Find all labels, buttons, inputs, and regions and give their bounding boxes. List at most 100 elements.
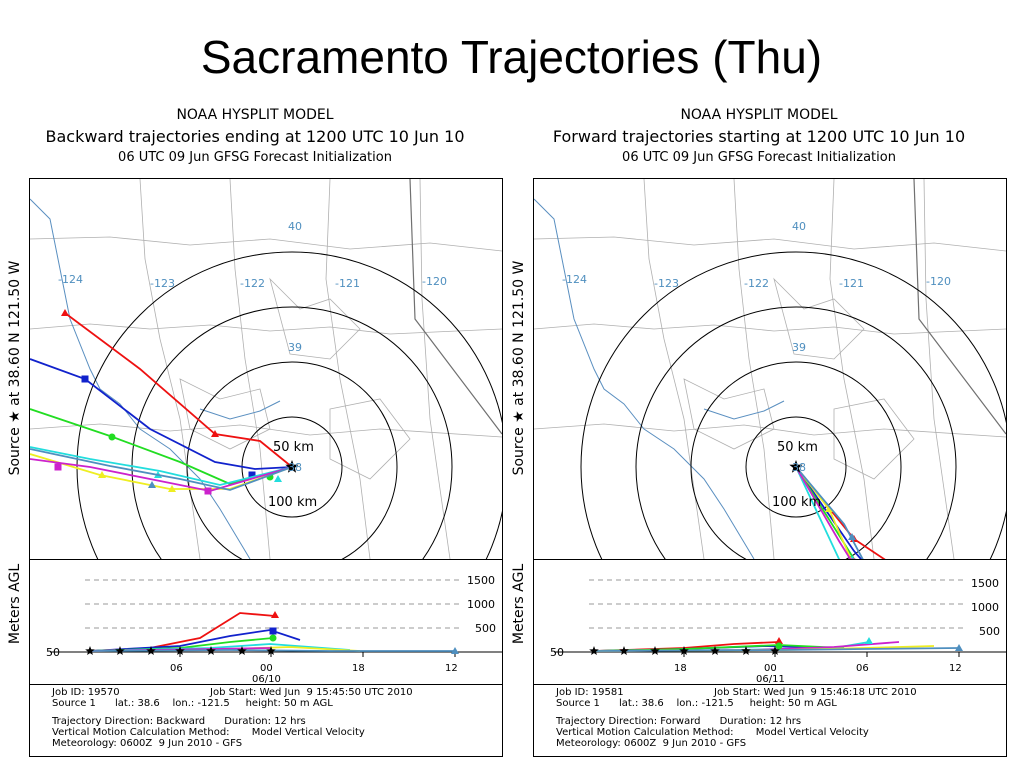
source-star-icon bbox=[770, 646, 780, 655]
trajectory-marker bbox=[148, 481, 156, 488]
initialization-subtitle: 06 UTC 09 Jun GFSG Forecast Initializati… bbox=[622, 150, 896, 165]
trajectory-marker bbox=[274, 475, 282, 482]
trajectory-line bbox=[795, 466, 841, 559]
alt-tick: 500 bbox=[475, 622, 496, 635]
county-line bbox=[534, 423, 1006, 438]
state-line bbox=[913, 179, 1006, 435]
trajectory-line bbox=[795, 466, 863, 559]
county-line bbox=[534, 236, 1006, 252]
altitude-line bbox=[593, 647, 960, 652]
county-line bbox=[534, 323, 1006, 335]
source-star-icon bbox=[789, 460, 803, 473]
job-info: Job ID: 19570 Job Start: Wed Jun 9 15:45… bbox=[29, 684, 503, 757]
date-label: 06/11 bbox=[756, 674, 785, 684]
job-start: Job Start: Wed Jun 9 15:45:50 UTC 2010 bbox=[210, 687, 413, 698]
lon-label: -123 bbox=[654, 277, 679, 290]
trajectory-direction: Trajectory Direction: Forward Duration: … bbox=[556, 716, 802, 727]
altitude-profile: 1500 1000 500 50 06 00 18 12 06/10 bbox=[29, 558, 503, 685]
county-line bbox=[30, 236, 502, 252]
trajectory-map: -124 -123 -122 -121 -120 40 39 38 50 km … bbox=[533, 178, 1007, 560]
distance-ring bbox=[580, 251, 1006, 559]
meteorology: Meteorology: 0600Z 9 Jun 2010 - GFS bbox=[556, 738, 747, 749]
trajectory-line bbox=[30, 448, 293, 491]
date-label: 06/10 bbox=[252, 674, 281, 684]
trajectory-marker bbox=[61, 309, 69, 316]
time-tick: 00 bbox=[260, 663, 273, 674]
ring-label: 50 km bbox=[273, 440, 314, 455]
lon-label: -124 bbox=[562, 273, 587, 286]
lon-label: -120 bbox=[422, 275, 447, 288]
source-label: Source ★ at 38.60 N 121.50 W bbox=[511, 260, 527, 476]
lat-label: 38 bbox=[288, 461, 302, 474]
distance-ring bbox=[76, 251, 502, 559]
trajectory-line bbox=[795, 466, 852, 559]
trajectory-marker bbox=[271, 611, 279, 618]
trajectory-marker bbox=[54, 463, 62, 471]
lat-label: 39 bbox=[288, 341, 302, 354]
alt-tick: 1500 bbox=[467, 574, 495, 587]
job-start: Job Start: Wed Jun 9 15:46:18 UTC 2010 bbox=[714, 687, 917, 698]
alt-tick: 500 bbox=[979, 625, 1000, 638]
county-line bbox=[923, 179, 955, 559]
trajectory-marker bbox=[825, 505, 833, 512]
lon-label: -122 bbox=[744, 277, 769, 290]
map-svg: -124 -123 -122 -121 -120 40 39 38 50 km … bbox=[30, 179, 502, 559]
initialization-subtitle: 06 UTC 09 Jun GFSG Forecast Initializati… bbox=[118, 150, 392, 165]
source-star-icon bbox=[650, 646, 660, 655]
lon-label: -120 bbox=[926, 275, 951, 288]
alt-tick: 1500 bbox=[971, 577, 999, 590]
job-id: Job ID: 19570 bbox=[52, 687, 120, 698]
county-line bbox=[419, 179, 451, 559]
map-svg: -124 -123 -122 -121 -120 40 39 38 50 km … bbox=[534, 179, 1006, 559]
trajectory-marker bbox=[248, 471, 256, 479]
vertical-method: Vertical Motion Calculation Method: Mode… bbox=[556, 727, 869, 738]
source-star-icon bbox=[115, 646, 125, 655]
state-boundaries bbox=[534, 179, 1006, 559]
coastline bbox=[534, 198, 755, 559]
trajectory-line bbox=[795, 466, 856, 559]
lon-label: -121 bbox=[335, 277, 360, 290]
source-star-icon bbox=[285, 460, 299, 473]
altitude-axis-label: Meters AGL bbox=[511, 563, 527, 645]
county-line bbox=[30, 423, 502, 438]
coastline bbox=[30, 198, 251, 559]
trajectory-marker bbox=[848, 558, 856, 559]
forward-trajectory-panel: NOAA HYSPLIT MODEL Forward trajectories … bbox=[510, 104, 1008, 758]
county-line bbox=[325, 179, 371, 559]
lon-label: -121 bbox=[839, 277, 864, 290]
county-line bbox=[829, 179, 875, 559]
lon-label: -123 bbox=[150, 277, 175, 290]
trajectory-marker bbox=[168, 485, 176, 492]
source-star-icon bbox=[589, 646, 599, 655]
lat-label: 38 bbox=[792, 461, 806, 474]
lat-label: 39 bbox=[792, 341, 806, 354]
source-star-icon bbox=[741, 646, 751, 655]
source-label: Source ★ at 38.60 N 121.50 W bbox=[7, 260, 23, 476]
job-info: Job ID: 19581 Job Start: Wed Jun 9 15:46… bbox=[533, 684, 1007, 757]
alt-base: 50 bbox=[46, 646, 60, 659]
source-star-icon bbox=[85, 646, 95, 655]
trajectory-line bbox=[30, 458, 293, 492]
source-star-icon bbox=[146, 646, 156, 655]
lon-label: -124 bbox=[58, 273, 83, 286]
source-star-icon bbox=[175, 646, 185, 655]
lon-label: -122 bbox=[240, 277, 265, 290]
model-title: NOAA HYSPLIT MODEL bbox=[176, 107, 334, 123]
distance-ring bbox=[186, 361, 398, 559]
lat-label: 40 bbox=[792, 220, 806, 233]
time-tick: 12 bbox=[949, 663, 962, 674]
trajectory-marker bbox=[204, 487, 212, 495]
altitude-line bbox=[89, 649, 455, 652]
county-line bbox=[833, 398, 915, 480]
trajectory-marker bbox=[269, 634, 277, 642]
trajectory-title: Forward trajectories starting at 1200 UT… bbox=[552, 127, 966, 146]
meteorology: Meteorology: 0600Z 9 Jun 2010 - GFS bbox=[52, 738, 243, 749]
trajectory-line bbox=[30, 446, 293, 486]
alt-tick: 1000 bbox=[467, 598, 495, 611]
trajectory-direction: Trajectory Direction: Backward Duration:… bbox=[52, 716, 306, 727]
time-tick: 18 bbox=[674, 663, 687, 674]
time-tick: 06 bbox=[856, 663, 869, 674]
job-id: Job ID: 19581 bbox=[556, 687, 624, 698]
county-line bbox=[139, 179, 201, 559]
source-star-icon bbox=[619, 646, 629, 655]
